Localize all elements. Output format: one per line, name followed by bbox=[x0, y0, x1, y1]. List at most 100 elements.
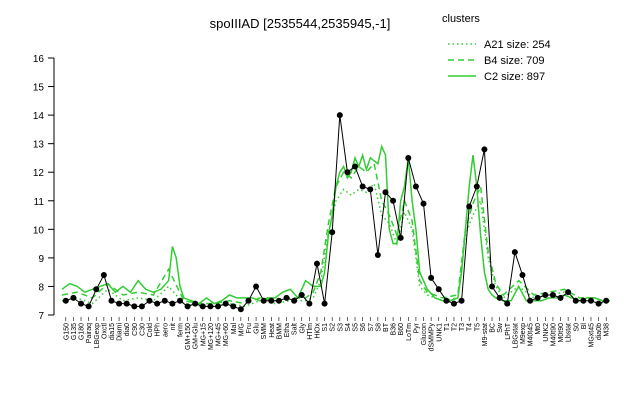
x-tick-label: M0t90 bbox=[558, 323, 565, 343]
x-tick-label: Mt0 bbox=[535, 323, 542, 335]
x-tick-label: Glu bbox=[254, 323, 261, 334]
data-point bbox=[336, 112, 343, 119]
data-point bbox=[313, 260, 320, 267]
data-point bbox=[352, 163, 359, 170]
legend-label-a21: A21 size: 254 bbox=[484, 39, 551, 51]
x-tick-label: S1 bbox=[322, 323, 329, 332]
data-point bbox=[329, 229, 336, 236]
data-point bbox=[428, 274, 435, 281]
data-points bbox=[62, 112, 610, 313]
x-tick-label: G180 bbox=[79, 323, 86, 340]
data-point bbox=[549, 292, 556, 299]
x-tick-label: Mal bbox=[231, 323, 238, 335]
x-tick-label: MG+60 bbox=[223, 323, 230, 346]
x-tick-label: S2 bbox=[330, 323, 337, 332]
y-tick-label: 12 bbox=[33, 168, 45, 179]
data-point bbox=[70, 294, 77, 301]
data-point bbox=[146, 297, 153, 304]
x-tick-label: LBGexp bbox=[94, 323, 101, 348]
data-point bbox=[154, 300, 161, 307]
x-tick-label: Gly bbox=[299, 323, 306, 334]
x-tick-label: B36 bbox=[391, 323, 398, 336]
x-tick-label: Bl bbox=[581, 323, 588, 330]
x-tick-label: dia15 bbox=[109, 323, 116, 340]
data-point bbox=[534, 294, 541, 301]
x-tick-label: Lbstat bbox=[566, 323, 573, 342]
x-tick-label: S8 bbox=[375, 323, 382, 332]
x-tick-label: T5 bbox=[474, 323, 481, 331]
chart-title: spoIIIAD [2535544,2535945,-1] bbox=[210, 16, 391, 31]
x-tick-label: dSMMPy bbox=[429, 323, 436, 352]
x-tick-label: BT bbox=[383, 322, 390, 332]
x-tick-label: G150 bbox=[63, 323, 70, 340]
x-tick-label: LoTm bbox=[406, 323, 413, 341]
x-tick-label: T4 bbox=[467, 323, 474, 331]
data-point bbox=[542, 292, 549, 299]
data-point bbox=[420, 200, 427, 207]
x-tick-label: Pairaq bbox=[86, 323, 93, 343]
x-tick-label: dia0 bbox=[124, 323, 131, 336]
x-tick-label: Sw bbox=[497, 322, 504, 333]
x-tick-label: LPhT bbox=[505, 322, 512, 339]
x-tick-label: LBGstat bbox=[512, 323, 519, 348]
data-point bbox=[489, 283, 496, 290]
data-point bbox=[298, 292, 305, 299]
x-tick-label: ferm bbox=[178, 323, 185, 337]
data-point bbox=[435, 286, 442, 293]
x-tick-label: MG+45 bbox=[216, 323, 223, 346]
legend-title: clusters bbox=[442, 13, 480, 25]
data-point bbox=[527, 297, 534, 304]
x-tick-label: T2 bbox=[452, 323, 459, 331]
x-tick-label: SMM bbox=[261, 323, 268, 340]
x-tick-label: MGxt45 bbox=[589, 323, 596, 348]
y-tick-label: 11 bbox=[34, 197, 45, 208]
data-point bbox=[199, 303, 206, 310]
y-tick-label: 14 bbox=[33, 111, 45, 122]
data-point bbox=[275, 297, 282, 304]
data-point bbox=[374, 252, 381, 259]
data-point bbox=[215, 303, 222, 310]
data-point bbox=[321, 300, 328, 307]
data-point bbox=[222, 300, 229, 307]
x-tick-label: Glucon bbox=[421, 323, 428, 345]
data-point bbox=[78, 300, 85, 307]
data-point bbox=[116, 300, 123, 307]
data-point bbox=[207, 303, 214, 310]
y-tick-label: 9 bbox=[38, 254, 44, 265]
data-point bbox=[291, 297, 298, 304]
y-tick-label: 8 bbox=[38, 282, 44, 293]
x-tick-label: G135 bbox=[71, 323, 78, 340]
x-tick-label: GM+Glu bbox=[193, 323, 200, 349]
data-point bbox=[184, 303, 191, 310]
x-tick-label: aero bbox=[162, 323, 169, 337]
x-tick-label: BC bbox=[490, 323, 497, 333]
y-tick-label: 10 bbox=[33, 225, 45, 236]
data-point bbox=[192, 300, 199, 307]
x-tick-label: dia0b bbox=[596, 323, 603, 340]
x-tick-label: M40t45 bbox=[528, 323, 535, 346]
x-tick-label: HPh bbox=[155, 323, 162, 337]
data-point bbox=[344, 169, 351, 176]
data-point bbox=[382, 189, 389, 196]
x-tick-label: Salt bbox=[292, 323, 299, 335]
data-point bbox=[123, 300, 130, 307]
data-point bbox=[466, 203, 473, 210]
data-point bbox=[481, 146, 488, 153]
x-tick-label: S4 bbox=[345, 323, 352, 332]
x-tick-label: T3 bbox=[459, 323, 466, 331]
data-point bbox=[458, 297, 465, 304]
x-tick-label: MG+15 bbox=[200, 323, 207, 346]
x-tick-label: S5 bbox=[353, 323, 360, 332]
series-line-solid bbox=[61, 144, 610, 305]
data-point bbox=[580, 297, 587, 304]
data-point bbox=[390, 197, 397, 204]
x-tick-label: M38 bbox=[604, 323, 611, 337]
x-tick-label: nit bbox=[170, 323, 177, 330]
data-point bbox=[450, 300, 457, 307]
x-tick-label: S7 bbox=[368, 323, 375, 332]
data-point bbox=[359, 183, 366, 190]
x-axis: G150 G135 G180 Pairaq LBGexp Oxctl dia15 Diami d… bbox=[63, 317, 611, 352]
data-point bbox=[511, 249, 518, 256]
data-point bbox=[161, 297, 168, 304]
